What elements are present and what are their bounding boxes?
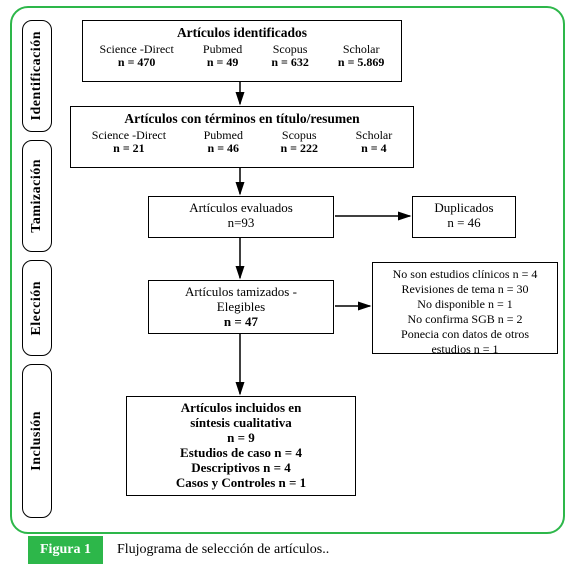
figure-label: Figura 1 bbox=[28, 536, 103, 564]
box1-sources: Science -Directn = 470 Pubmedn = 49 Scop… bbox=[85, 43, 399, 69]
box-exclusiones: No son estudios clínicos n = 4 Revisione… bbox=[372, 262, 558, 354]
caption-bar: Figura 1 Flujograma de selección de artí… bbox=[28, 536, 329, 564]
box-identificados: Artículos identificados Science -Directn… bbox=[82, 20, 402, 82]
box-terminos: Artículos con términos en título/resumen… bbox=[70, 106, 414, 168]
box-tamizados: Artículos tamizados - Elegibles n = 47 bbox=[148, 280, 334, 334]
box-evaluados: Artículos evaluados n=93 bbox=[148, 196, 334, 238]
box-duplicados: Duplicados n = 46 bbox=[412, 196, 516, 238]
figure-caption: Flujograma de selección de artículos.. bbox=[117, 542, 329, 558]
box1-title: Artículos identificados bbox=[85, 25, 399, 41]
box2-title: Artículos con términos en título/resumen bbox=[73, 111, 411, 127]
box-incluidos: Artículos incluidos en síntesis cualitat… bbox=[126, 396, 356, 496]
flowchart-frame: Identificación Tamización Elección Inclu… bbox=[0, 0, 575, 575]
box2-sources: Science -Directn = 21 Pubmedn = 46 Scopu… bbox=[73, 129, 411, 155]
